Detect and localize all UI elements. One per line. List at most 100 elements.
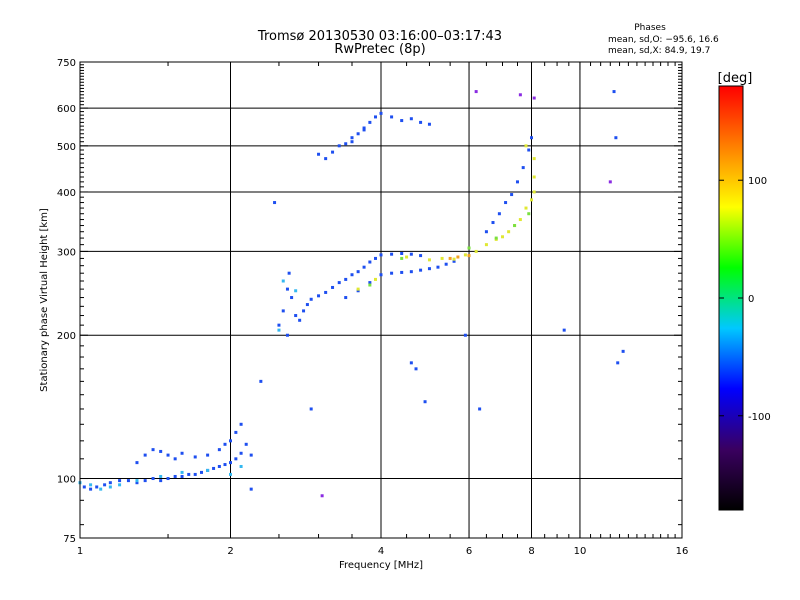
data-point <box>331 150 335 154</box>
data-point <box>524 206 528 210</box>
data-point <box>507 230 511 234</box>
data-point <box>259 379 263 383</box>
data-point <box>621 349 625 353</box>
data-point <box>400 270 404 274</box>
data-point <box>436 265 440 269</box>
data-point <box>379 273 383 277</box>
data-point <box>409 252 413 256</box>
data-point <box>400 251 404 255</box>
data-point <box>317 152 321 156</box>
data-point <box>518 93 522 97</box>
data-point <box>504 201 508 205</box>
data-point <box>159 474 163 478</box>
y-tick-label: 600 <box>57 104 76 115</box>
x-tick-label: 6 <box>466 546 472 557</box>
data-point <box>368 120 372 124</box>
data-point <box>427 258 431 262</box>
data-point <box>337 144 341 148</box>
data-point <box>530 198 533 202</box>
colorbar-tick-label: 0 <box>748 294 754 305</box>
data-point <box>229 439 232 443</box>
data-point <box>612 90 616 94</box>
data-point <box>290 296 294 300</box>
y-tick-label: 750 <box>57 58 76 69</box>
data-point <box>532 190 536 194</box>
data-point <box>143 479 147 483</box>
data-point <box>217 464 221 468</box>
data-point <box>239 422 243 426</box>
data-point <box>281 309 285 313</box>
data-point <box>427 122 431 126</box>
data-point <box>350 273 354 277</box>
data-point <box>344 296 348 300</box>
data-point <box>223 442 227 446</box>
data-points <box>78 90 625 498</box>
data-point <box>521 166 525 170</box>
data-point <box>419 120 423 124</box>
data-point <box>285 333 289 337</box>
data-point <box>494 236 498 240</box>
data-point <box>532 157 536 161</box>
data-point <box>368 260 372 264</box>
data-point <box>302 309 306 313</box>
chart-subtitle: RwPretec (8p) <box>334 42 425 57</box>
data-point <box>317 294 321 298</box>
data-point <box>298 318 302 322</box>
data-point <box>456 255 460 259</box>
stats-line-o: mean, sd,O: −95.6, 16.6 <box>608 35 719 45</box>
data-point <box>356 287 360 291</box>
data-point <box>350 140 354 144</box>
data-point <box>356 132 360 136</box>
data-point <box>324 157 328 161</box>
chart-title: Tromsø 20130530 03:16:00–03:17:43 <box>257 29 502 44</box>
data-point <box>513 224 517 228</box>
data-point <box>239 451 243 455</box>
y-tick-label: 100 <box>57 475 76 486</box>
data-point <box>362 265 366 269</box>
data-point <box>452 257 456 261</box>
data-point <box>344 142 348 146</box>
data-point <box>390 271 394 275</box>
data-point <box>524 144 528 148</box>
y-axis-label: Stationary phase Virtual Height [km] <box>39 208 50 392</box>
data-point <box>527 148 531 152</box>
data-point <box>193 455 197 459</box>
data-point <box>374 277 378 281</box>
data-point <box>497 212 501 216</box>
data-point <box>217 448 221 452</box>
x-tick-label: 1 <box>77 546 83 557</box>
data-point <box>463 253 467 257</box>
data-point <box>294 289 298 293</box>
data-point <box>467 254 471 258</box>
data-point <box>287 271 291 275</box>
data-point <box>320 494 324 498</box>
data-point <box>126 479 130 483</box>
data-point <box>135 481 139 485</box>
y-tick-label: 200 <box>57 331 76 342</box>
data-point <box>277 328 281 332</box>
data-point <box>234 457 238 461</box>
data-point <box>414 367 418 371</box>
data-point <box>608 180 612 184</box>
x-axis: 1 2 4 6 8 10 16 <box>77 62 688 557</box>
data-point <box>484 230 488 234</box>
y-tick-label: 75 <box>63 534 76 545</box>
colorbar: [deg] 100 0 -100 <box>718 71 771 511</box>
data-point <box>474 90 478 94</box>
data-point <box>350 136 354 140</box>
y-tick-label: 300 <box>57 247 76 258</box>
data-point <box>206 468 210 472</box>
y-tick-label: 500 <box>57 142 76 153</box>
y-axis: 75 100 200 300 400 500 600 750 <box>57 58 682 545</box>
data-point <box>400 256 404 260</box>
data-point <box>108 481 112 485</box>
y-tick-label: 400 <box>57 188 76 199</box>
data-point <box>249 487 253 491</box>
data-point <box>324 290 328 294</box>
data-point <box>159 479 163 483</box>
data-point <box>143 453 147 457</box>
data-point <box>173 457 177 461</box>
data-point <box>501 235 505 239</box>
data-point <box>294 314 298 318</box>
